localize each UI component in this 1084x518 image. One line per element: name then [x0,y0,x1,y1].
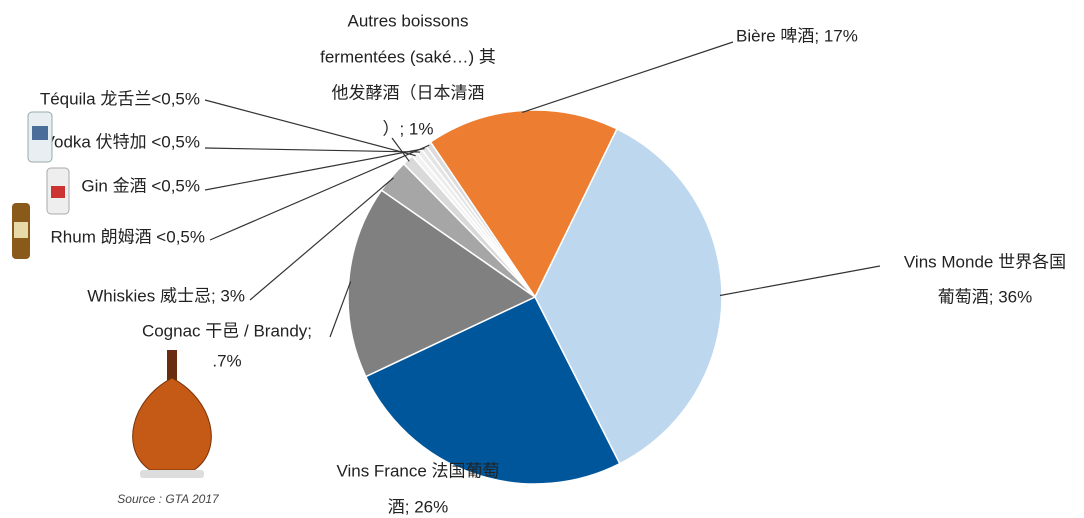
leader-line [204,147,425,191]
leader-line [204,99,416,157]
slice-label: 酒; 26% [388,497,448,516]
slice-label: 葡萄酒; 36% [938,287,1032,306]
leader-line [391,137,410,162]
slice-label: Vodka 伏特加 <0,5% [44,132,200,151]
slice-label: fermentées (saké…) 其 [320,47,496,66]
pie-slice [364,296,621,485]
slice-label: Cognac 干邑 / Brandy; [142,321,312,340]
slice-label: Vins France 法国葡萄 [336,461,499,480]
source-note: Source : GTA 2017 [117,492,220,506]
leader-line [204,147,421,153]
cognac-bottle [132,350,212,478]
leader-line [521,41,734,114]
slice-label: Autres boissons [348,11,469,30]
leader-line [249,177,394,301]
slice-label: 他发酵酒（日本清酒 [332,83,485,102]
pie-slice [429,109,618,299]
slice-label: .7% [212,351,241,370]
slice-label: Bière 啤酒; 17% [736,26,858,45]
pie-slice [424,140,536,298]
pie-slice [347,189,537,378]
vodka-bottle [27,111,53,163]
leader-line [209,144,430,241]
slice-label: Whiskies 威士忌; 3% [87,286,245,305]
slice-label: Téquila 龙舌兰<0,5% [40,89,200,108]
slice-label: ）; 1% [382,119,433,138]
leader-line [719,265,881,297]
gin-bottle [46,167,70,215]
leader-line [329,281,352,338]
slice-label: Gin 金酒 <0,5% [81,176,200,195]
slice-label: Vins Monde 世界各国 [904,252,1066,271]
slice-label: Rhum 朗姆酒 <0,5% [51,227,205,246]
rum-bottle [12,203,30,259]
